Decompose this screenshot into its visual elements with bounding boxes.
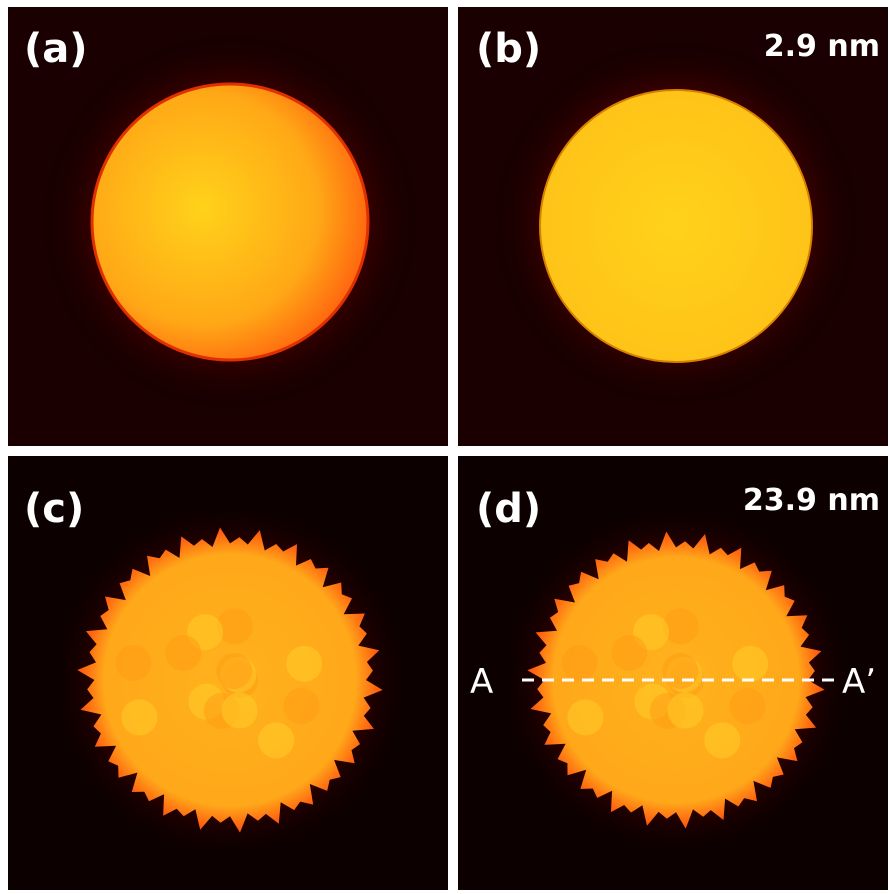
figure: (a) (b) 2.9 nm (c) (d) 23.9 nm A A’ xyxy=(0,0,890,894)
line-start-label: A xyxy=(470,662,493,702)
texture-blob xyxy=(165,635,201,671)
texture-blob xyxy=(216,653,252,689)
line-end-label: A’ xyxy=(842,662,876,702)
panel-label: (b) xyxy=(476,26,541,72)
texture-blob xyxy=(116,645,152,681)
panel-label: (d) xyxy=(476,486,541,532)
texture-blob xyxy=(729,688,765,724)
panel-label: (c) xyxy=(24,486,84,532)
texture-blob xyxy=(732,646,768,682)
texture-blob xyxy=(704,722,740,758)
texture-blob xyxy=(567,699,603,735)
panel-label: (a) xyxy=(24,26,88,72)
texture-blob xyxy=(283,688,319,724)
texture-blob xyxy=(611,635,647,671)
scale-text: 23.9 nm xyxy=(743,483,880,518)
texture-blob xyxy=(662,653,698,689)
scale-text: 2.9 nm xyxy=(764,29,880,64)
texture-blob xyxy=(121,699,157,735)
texture-blob xyxy=(258,722,294,758)
texture-blob xyxy=(562,645,598,681)
particle-image xyxy=(92,84,368,360)
texture-blob xyxy=(668,693,704,729)
particle-image xyxy=(540,90,812,362)
texture-blob xyxy=(286,646,322,682)
texture-blob xyxy=(222,693,258,729)
